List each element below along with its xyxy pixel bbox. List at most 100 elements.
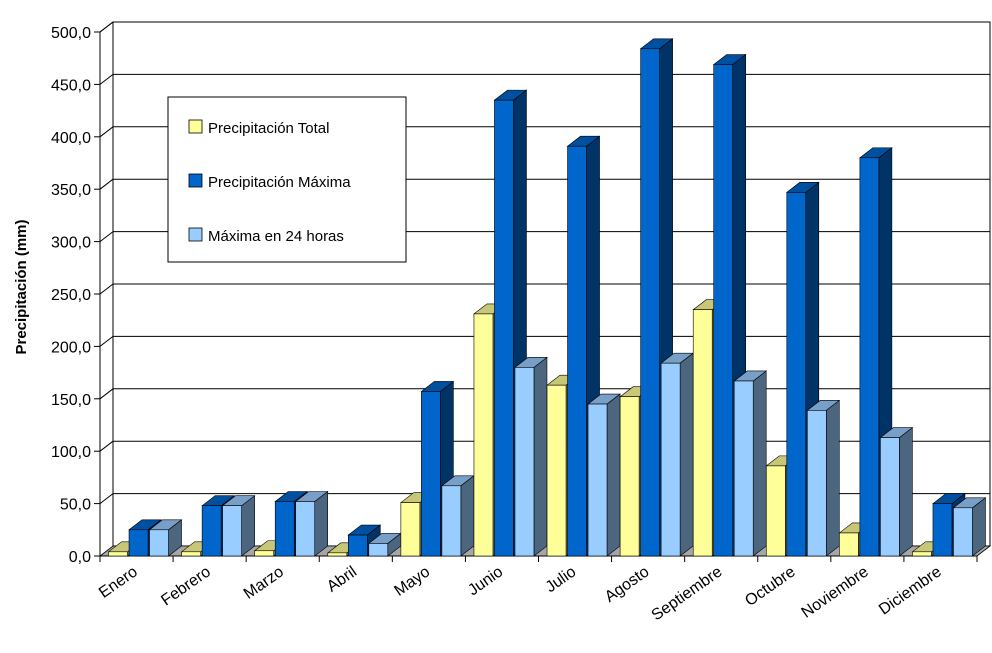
bar-front bbox=[295, 501, 316, 557]
gridline-side bbox=[99, 493, 114, 504]
bar-maxima-en-24-horas-octubre bbox=[806, 399, 841, 557]
bar-side bbox=[825, 399, 840, 557]
bar-front bbox=[274, 501, 295, 557]
gridline-side bbox=[99, 388, 114, 400]
bar-front bbox=[953, 507, 973, 557]
x-tick-label-mayo: Mayo bbox=[391, 563, 433, 599]
legend-swatch-maxima bbox=[188, 173, 203, 188]
bar-front bbox=[128, 529, 149, 557]
x-tick-label-julio: Julio bbox=[543, 563, 580, 596]
bar-front bbox=[421, 391, 441, 557]
legend-item-24h: Máxima en 24 horas bbox=[188, 227, 344, 245]
bar-side bbox=[606, 393, 621, 557]
y-tick-label: 100,0 bbox=[51, 444, 91, 461]
bar-maxima-en-24-horas-marzo bbox=[294, 490, 329, 557]
gridline-side bbox=[99, 336, 114, 347]
bar-front bbox=[473, 313, 494, 557]
bar-maxima-en-24-horas-mayo bbox=[440, 475, 475, 557]
side-wall-top bbox=[99, 21, 114, 33]
bar-front bbox=[546, 384, 567, 557]
legend: Precipitación Total Precipitación Máxima… bbox=[167, 96, 407, 263]
bar-front bbox=[441, 485, 462, 557]
y-tick-label: 350,0 bbox=[51, 182, 91, 199]
bar-side bbox=[899, 426, 913, 557]
x-tick-label-agosto: Agosto bbox=[602, 563, 653, 606]
bar-side bbox=[533, 356, 548, 557]
y-tick-label: 300,0 bbox=[51, 235, 91, 252]
x-tick-labels: Enero Febrero Marzo Abril Mayo Junio Julio Agos… bbox=[96, 563, 945, 624]
bar-side bbox=[752, 370, 767, 557]
bar-front bbox=[932, 503, 953, 557]
x-tick-label-octubre: Octubre bbox=[742, 563, 798, 610]
bar-front bbox=[149, 529, 169, 557]
bar-maxima-en-24-horas-febrero bbox=[221, 495, 256, 557]
legend-item-total: Precipitación Total bbox=[188, 119, 329, 137]
bar-maxima-en-24-horas-julio bbox=[587, 393, 621, 557]
y-tick-label: 150,0 bbox=[51, 392, 91, 409]
bar-front bbox=[912, 551, 932, 557]
y-tick-label: 50,0 bbox=[60, 497, 91, 514]
y-tick-label: 250,0 bbox=[51, 287, 91, 304]
legend-box bbox=[167, 96, 407, 263]
bars bbox=[107, 38, 987, 557]
bar-maxima-en-24-horas-diciembre bbox=[952, 497, 987, 557]
bar-front bbox=[567, 145, 587, 557]
legend-label-total: Precipitación Total bbox=[208, 120, 329, 137]
gridline-side bbox=[99, 74, 114, 85]
bar-front bbox=[713, 64, 734, 557]
bar-front bbox=[859, 157, 880, 557]
bar-side bbox=[679, 352, 694, 557]
bar-front bbox=[765, 465, 786, 557]
gridline-side bbox=[99, 231, 114, 242]
legend-label-24h: Máxima en 24 horas bbox=[208, 228, 344, 245]
bar-front bbox=[587, 403, 608, 557]
bar-front bbox=[400, 502, 421, 557]
bar-front bbox=[181, 551, 201, 557]
bar-front bbox=[786, 192, 807, 557]
bar-maxima-en-24-horas-noviembre bbox=[879, 426, 914, 557]
y-tick-label: 0,0 bbox=[69, 549, 91, 566]
y-tick-label: 500,0 bbox=[51, 25, 91, 42]
bar-maxima-en-24-horas-septiembre bbox=[733, 370, 768, 557]
bar-front bbox=[222, 505, 242, 557]
x-tick-label-junio: Junio bbox=[465, 563, 506, 599]
gridline-side bbox=[99, 440, 114, 452]
x-tick-label-enero: Enero bbox=[96, 563, 141, 601]
bar-front bbox=[108, 551, 128, 557]
bar-front bbox=[254, 550, 275, 557]
y-tick-label: 400,0 bbox=[51, 130, 91, 147]
bar-maxima-en-24-horas-enero bbox=[148, 519, 183, 557]
gridline-side bbox=[99, 178, 114, 190]
y-tick-label: 450,0 bbox=[51, 77, 91, 94]
y-tick-label: 200,0 bbox=[51, 339, 91, 356]
bar-maxima-en-24-horas-junio bbox=[514, 356, 548, 557]
x-tick-label-febrero: Febrero bbox=[158, 563, 214, 609]
bar-front bbox=[347, 534, 368, 557]
bar-front bbox=[619, 396, 640, 557]
bar-front bbox=[494, 99, 514, 557]
bar-side bbox=[460, 475, 475, 557]
bar-maxima-en-24-horas-agosto bbox=[660, 352, 695, 557]
x-tick-label-marzo: Marzo bbox=[241, 563, 287, 602]
bar-front bbox=[839, 532, 859, 557]
bar-front bbox=[368, 543, 389, 557]
bar-front bbox=[640, 48, 660, 557]
bar-front bbox=[514, 367, 535, 557]
legend-swatch-24h bbox=[188, 227, 203, 242]
bar-front bbox=[733, 380, 754, 557]
axes bbox=[94, 21, 978, 562]
bar-front bbox=[201, 505, 222, 557]
y-tick-labels: 0,0 50,0 100,0 150,0 200,0 250,0 300,0 350,0 400… bbox=[51, 25, 91, 566]
bar-front bbox=[806, 410, 827, 557]
bar-side bbox=[241, 495, 255, 557]
bar-side bbox=[314, 490, 329, 557]
y-axis-label: Precipitación (mm) bbox=[13, 219, 30, 354]
bar-front bbox=[660, 362, 681, 557]
x-tick-label-diciembre: Diciembre bbox=[876, 563, 945, 618]
gridline-side bbox=[99, 126, 114, 138]
bar-front bbox=[327, 552, 348, 557]
legend-label-maxima: Precipitación Máxima bbox=[208, 174, 351, 191]
x-tick-label-abril: Abril bbox=[324, 563, 360, 595]
